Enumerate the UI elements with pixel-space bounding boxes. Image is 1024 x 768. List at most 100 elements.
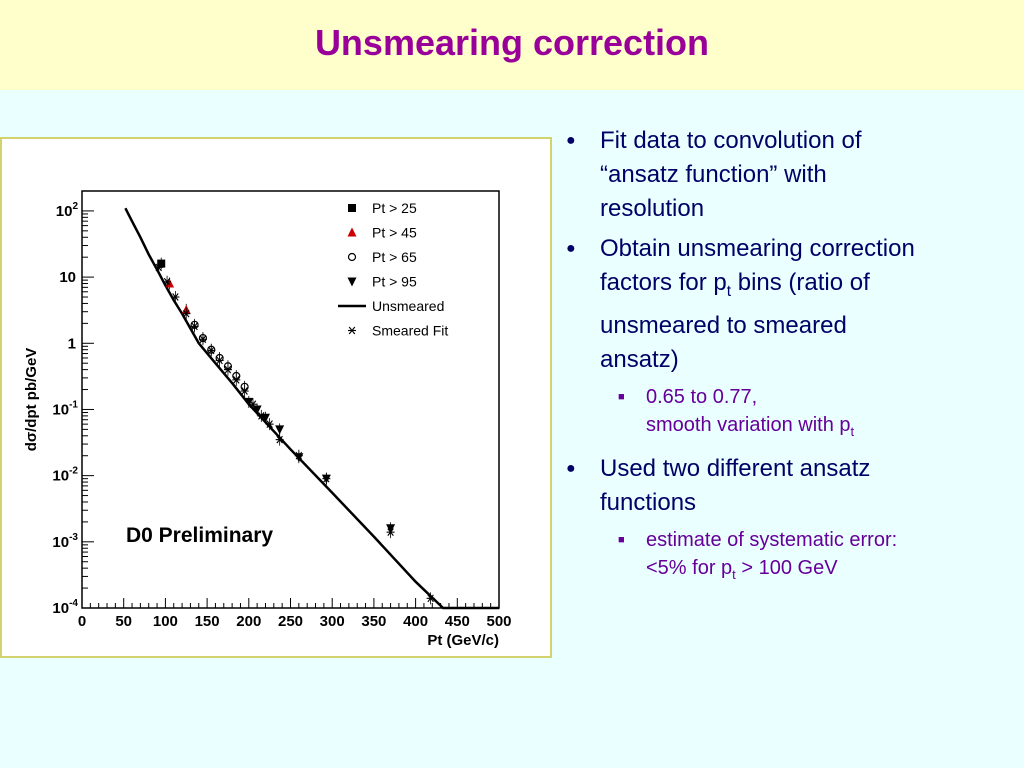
chart-annotation: D0 Preliminary — [126, 524, 273, 547]
data-point-asterisk — [198, 335, 207, 344]
x-tick-label: 450 — [445, 613, 470, 630]
y-tick-exponent: -2 — [69, 466, 78, 477]
plot-frame: 0 50 100 150 200 250 300 350 400 450 500 102 10 1 10-1… — [0, 137, 552, 658]
data-point-asterisk — [171, 293, 180, 301]
sub-bullet-1-line-2: smooth variation with pt — [646, 413, 855, 439]
x-tick-label: 300 — [320, 613, 345, 630]
x-tick-label: 350 — [361, 613, 386, 630]
asterisk-stroke — [295, 451, 303, 460]
legend-label: Pt > 65 — [372, 249, 417, 265]
legend-entry: Pt > 25 — [348, 200, 417, 216]
data-point-square — [348, 204, 356, 212]
bullet-3-line-2: functions — [600, 488, 697, 516]
asterisk-stroke — [224, 365, 232, 374]
x-tick-label: 0 — [78, 613, 86, 630]
data-point-asterisk — [257, 412, 266, 420]
data-point-triangle-down — [275, 425, 285, 435]
data-point-asterisk — [223, 365, 232, 374]
asterisk-stroke — [258, 412, 265, 420]
y-tick-label: 10 — [59, 269, 76, 286]
y-axis-label: dσ/dpt pb/GeV — [23, 348, 40, 452]
bullet-3-line-1: Used two different ansatz — [600, 454, 871, 482]
bullet-item-fit: ● Fit data to convolution of “ansatz fun… — [560, 124, 1020, 226]
data-point-asterisk — [240, 387, 249, 395]
y-tick-label: 10-3 — [52, 532, 78, 551]
asterisk-stroke — [233, 376, 240, 384]
data-point-asterisk — [275, 435, 284, 444]
bullet-1-line-1: Fit data to convolution of — [600, 127, 862, 154]
asterisk-stroke — [241, 387, 248, 395]
data-point-triangle-down — [244, 397, 254, 407]
asterisk-stroke — [216, 356, 223, 365]
y-tick-exponent: -1 — [69, 399, 78, 410]
asterisk-stroke — [348, 326, 356, 335]
legend-entry: Unsmeared — [338, 298, 444, 314]
data-point-asterisk — [248, 400, 257, 409]
series-asterisk — [154, 261, 435, 605]
asterisk-stroke — [199, 335, 207, 344]
legend-label: Pt > 45 — [372, 225, 417, 241]
sub-bullet-2-line-2: <5% for pt > 100 GeV — [646, 556, 838, 582]
data-point-asterisk — [294, 451, 303, 460]
x-axis-label: Pt (GeV/c) — [427, 632, 499, 649]
data-point-asterisk — [154, 263, 163, 272]
bullet-2-line-3: unsmeared to smeared — [600, 311, 847, 339]
sub-bullet-2-line-1: estimate of systematic error: — [646, 528, 898, 551]
bullet-dot-icon: ● — [566, 132, 576, 149]
data-point-asterisk — [215, 356, 224, 365]
data-point-asterisk — [322, 474, 331, 483]
bullet-1-line-3: resolution — [600, 195, 705, 222]
asterisk-stroke — [323, 474, 330, 483]
legend-entry: Pt > 45 — [347, 225, 417, 241]
x-tick-label: 500 — [486, 613, 511, 630]
x-tick-label: 150 — [195, 613, 220, 630]
data-point-asterisk — [207, 346, 216, 355]
x-tick-label: 100 — [153, 613, 178, 630]
legend-label: Pt > 95 — [372, 274, 417, 290]
bullet-item-ansatz: ● Used two different ansatz functions — [560, 452, 1020, 520]
bullet-2-line-4: ansatz) — [600, 345, 679, 373]
asterisk-stroke — [387, 528, 394, 536]
sub-bullet-systematic: ■ estimate of systematic error: <5% for … — [560, 526, 1020, 589]
data-point-asterisk — [348, 326, 356, 335]
series-triangle-down — [244, 395, 396, 535]
legend-entry: Pt > 95 — [347, 274, 417, 290]
cross-section-chart: 0 50 100 150 200 250 300 350 400 450 500 102 10 1 10-1… — [23, 190, 512, 649]
asterisk-stroke — [249, 400, 257, 409]
slide-title: Unsmearing correction — [314, 22, 710, 63]
asterisk-stroke — [191, 322, 198, 331]
asterisk-stroke — [155, 263, 162, 272]
x-tick-label: 250 — [278, 613, 303, 630]
x-tick-label: 200 — [236, 613, 261, 630]
data-point-square — [157, 259, 166, 268]
asterisk-stroke — [172, 293, 179, 301]
data-point-triangle-down — [252, 405, 262, 415]
asterisk-stroke — [276, 435, 283, 444]
legend-label: Pt > 25 — [372, 200, 417, 216]
asterisk-stroke — [427, 594, 434, 603]
data-point-triangle-up — [347, 227, 357, 237]
data-point-asterisk — [386, 528, 395, 536]
asterisk-stroke — [208, 346, 215, 355]
data-point-triangle-down — [347, 277, 357, 287]
legend-label: Unsmeared — [372, 298, 444, 314]
asterisk-stroke — [163, 277, 171, 286]
bullet-list: ● Fit data to convolution of “ansatz fun… — [560, 124, 1020, 595]
sub-bullet-range: ■ 0.65 to 0.77, smooth variation with pt — [560, 383, 1020, 446]
y-tick-label: 10-2 — [52, 466, 78, 485]
y-tick-exponent: -4 — [69, 598, 78, 609]
bullet-square-icon: ■ — [618, 533, 625, 546]
bullet-1-line-2: “ansatz function” with — [600, 161, 827, 188]
y-tick-label: 1 — [68, 335, 76, 352]
y-tick-exponent: 2 — [72, 201, 78, 212]
bullet-dot-icon: ● — [566, 240, 576, 257]
data-point-circle — [347, 252, 357, 262]
sub-bullet-1-line-1: 0.65 to 0.77, — [646, 385, 758, 408]
title-bar — [0, 0, 1024, 90]
data-point-asterisk — [426, 594, 435, 603]
data-point-asterisk — [265, 420, 274, 428]
bullet-dot-icon: ● — [566, 459, 576, 477]
legend-entry: Pt > 65 — [347, 249, 417, 265]
asterisk-stroke — [183, 309, 190, 318]
legend-label: Smeared Fit — [372, 323, 448, 339]
